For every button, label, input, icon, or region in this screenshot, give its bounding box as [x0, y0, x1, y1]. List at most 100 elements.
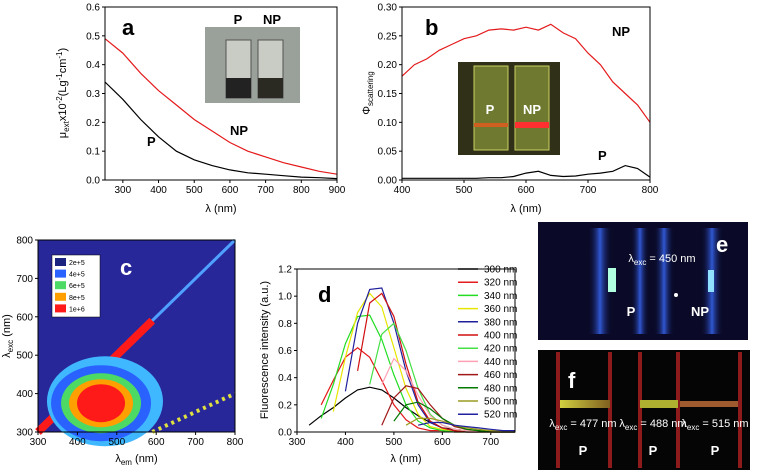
label-part: ext: [62, 120, 71, 131]
panel-letter: b: [425, 15, 438, 40]
inset-label: P: [486, 102, 495, 117]
y-tick-label: 0.10: [378, 118, 398, 129]
label-part: -2: [55, 96, 64, 104]
sample-label: P: [649, 443, 658, 458]
photo-label: λexc = 477 nm: [549, 418, 616, 432]
label-part: -1: [55, 73, 64, 81]
legend-label: 500 nm: [484, 397, 517, 408]
x-tick-label: 700: [187, 437, 204, 448]
label-part: = 515 nm: [699, 418, 748, 430]
series-line: [417, 421, 515, 432]
glow-core: [608, 268, 616, 292]
y-tick-label: 400: [16, 389, 33, 400]
y-tick-label: 0.4: [86, 60, 100, 71]
y-tick-label: 0.00: [378, 176, 398, 187]
label-part: exc: [555, 423, 567, 432]
legend-swatch: [55, 304, 66, 313]
spot: [674, 293, 678, 297]
x-tick-label: 700: [580, 185, 597, 196]
cuvette: [514, 65, 550, 151]
photo-label: λexc = 488 nm: [619, 418, 686, 432]
panel-letter: d: [318, 282, 331, 307]
x-tick-label: 600: [518, 185, 535, 196]
label-part: λ: [681, 418, 687, 430]
series-label: NP: [612, 24, 630, 39]
red-edge: [556, 352, 560, 468]
x-tick-label: 400: [337, 437, 354, 448]
y-tick-label: 0.1: [86, 147, 100, 158]
photo-label: λexc = 515 nm: [681, 418, 748, 432]
y-axis-label: μextx10-2(Lg-1cm-1): [55, 48, 71, 138]
label-part: -1: [55, 51, 64, 59]
y-tick-label: 0.6: [86, 3, 100, 14]
series-label: P: [147, 134, 156, 149]
contour-level: [77, 384, 126, 423]
legend-swatch: [55, 281, 66, 290]
legend-swatch: [55, 292, 66, 301]
y-tick-label: 0.3: [86, 89, 100, 100]
series-line: [401, 23, 651, 123]
label-part: = 450 nm: [646, 253, 695, 265]
sample-label: P: [627, 304, 636, 319]
label-part: exc: [634, 258, 646, 267]
x-tick-label: 800: [227, 437, 244, 448]
y-tick-label: 700: [16, 274, 33, 285]
y-tick-label: 0.15: [378, 89, 398, 100]
legend-label: 400 nm: [484, 331, 517, 342]
label-part: (nm): [132, 453, 158, 465]
beam: [680, 401, 738, 407]
label-part: λ: [115, 453, 121, 465]
series-line: [405, 417, 516, 433]
label-part: Φ: [361, 106, 373, 115]
label-part: exc: [6, 340, 15, 352]
red-edge: [676, 352, 680, 468]
label-part: ): [57, 48, 69, 52]
label-part: cm: [57, 59, 69, 74]
series-line: [332, 292, 515, 432]
x-tick-label: 700: [482, 437, 499, 448]
x-tick-label: 500: [186, 185, 203, 196]
sample-label: P: [711, 443, 720, 458]
inset-label: NP: [263, 12, 281, 27]
legend-label: 360 nm: [484, 304, 517, 315]
glow-core: [708, 270, 714, 292]
red-edge: [608, 352, 612, 468]
legend-label: 320 nm: [484, 278, 517, 289]
y-tick-label: 0.5: [86, 31, 100, 42]
contour-ridge: [151, 391, 236, 434]
series-label: NP: [230, 123, 248, 138]
beam: [560, 400, 610, 408]
label-part: exc: [687, 423, 699, 432]
label-part: λ: [628, 253, 634, 265]
legend-label: 480 nm: [484, 383, 517, 394]
sample-label: NP: [691, 304, 709, 319]
x-tick-label: 600: [222, 185, 239, 196]
inset-label: NP: [523, 102, 541, 117]
panel-letter: a: [122, 15, 135, 40]
x-axis-label: λem (nm): [115, 453, 157, 467]
y-tick-label: 1.2: [278, 265, 292, 276]
beam: [474, 123, 508, 127]
series-line: [104, 38, 338, 175]
x-tick-label: 300: [289, 437, 306, 448]
series-label: P: [598, 148, 607, 163]
y-tick-label: 0.2: [86, 118, 100, 129]
legend-label: 6e+5: [69, 283, 85, 290]
y-tick-label: 800: [16, 236, 33, 247]
y-tick-label: 0.30: [378, 3, 398, 14]
series-line: [402, 164, 651, 179]
x-tick-label: 500: [108, 437, 125, 448]
y-axis-label: λexc (nm): [1, 314, 15, 358]
label-part: = 477 nm: [567, 418, 616, 430]
red-edge: [738, 352, 742, 468]
x-tick-label: 800: [642, 185, 659, 196]
label-part: μ: [57, 132, 69, 138]
plot-frame: [296, 268, 516, 433]
legend-swatch: [55, 258, 66, 266]
label-part: λ: [1, 352, 13, 358]
x-axis-label: λ (nm): [510, 203, 541, 215]
y-tick-label: 0.25: [378, 31, 398, 42]
y-tick-label: 0.2: [278, 400, 292, 411]
inset-label: P: [234, 12, 243, 27]
beam: [640, 400, 678, 408]
